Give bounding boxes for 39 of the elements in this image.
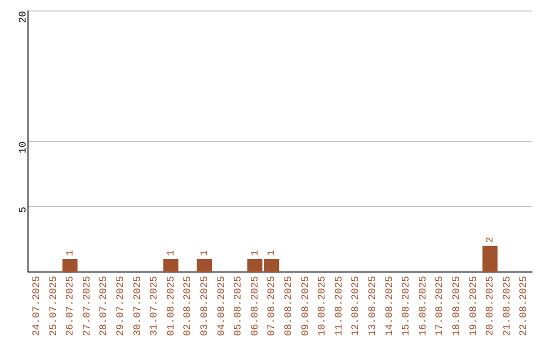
data-label: 1	[267, 250, 278, 256]
x-tick-label: 24.07.2025	[32, 276, 44, 336]
x-tick-label: 19.08.2025	[468, 276, 480, 336]
data-label: 1	[166, 250, 178, 256]
x-tick-label: 11.08.2025	[334, 276, 346, 336]
x-tick-label: 14.08.2025	[384, 276, 396, 336]
y-tick-label: 10	[18, 141, 30, 154]
x-tick-label: 29.07.2025	[116, 276, 128, 336]
x-tick-label: 21.08.2025	[502, 276, 514, 336]
data-label: 1	[200, 250, 212, 256]
x-tick-label: 17.08.2025	[435, 276, 446, 336]
x-tick-label: 28.07.2025	[99, 276, 110, 336]
x-tick-label: 05.08.2025	[234, 276, 245, 336]
x-tick-label: 06.08.2025	[250, 276, 262, 336]
x-tick-label: 12.08.2025	[351, 276, 362, 336]
x-tick-label: 18.08.2025	[452, 276, 464, 336]
x-tick-label: 03.08.2025	[200, 276, 212, 336]
x-tick-label: 04.08.2025	[216, 276, 228, 336]
x-tick-label: 26.07.2025	[66, 276, 77, 336]
x-tick-label: 27.07.2025	[82, 276, 94, 336]
x-tick-label: 08.08.2025	[284, 276, 296, 336]
x-tick-label: 10.08.2025	[318, 276, 329, 336]
x-tick-label: 13.08.2025	[368, 276, 380, 336]
x-tick-label: 22.08.2025	[519, 276, 530, 336]
data-label: 1	[66, 250, 77, 256]
x-tick-label: 07.08.2025	[267, 276, 278, 336]
data-label: 2	[486, 236, 497, 243]
x-tick-label: 31.07.2025	[150, 276, 161, 336]
x-tick-label: 20.08.2025	[486, 276, 497, 336]
x-tick-label: 09.08.2025	[300, 276, 312, 336]
x-tick-label: 15.08.2025	[402, 276, 413, 336]
data-label: 1	[250, 250, 262, 256]
y-tick-label: 5	[18, 206, 30, 213]
x-tick-label: 30.07.2025	[132, 276, 144, 336]
x-tick-label: 01.08.2025	[166, 276, 178, 336]
x-tick-label: 02.08.2025	[183, 276, 194, 336]
x-tick-label: 16.08.2025	[418, 276, 430, 336]
y-tick-label: 20	[18, 11, 30, 24]
x-tick-label: 25.07.2025	[48, 276, 60, 336]
